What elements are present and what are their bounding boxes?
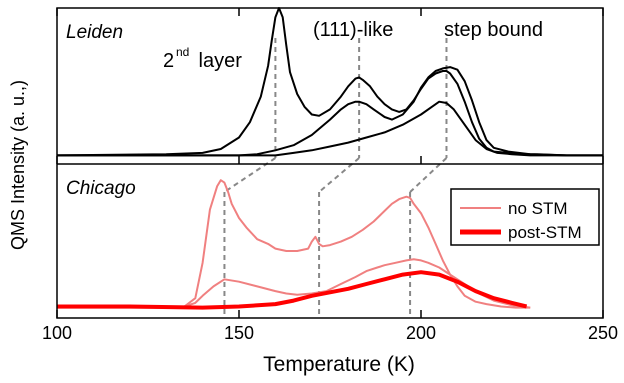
guide-connector-1	[223, 157, 276, 193]
x-tick-label-200: 200	[406, 323, 436, 343]
panel2-series-3-line	[57, 270, 528, 310]
y-axis-label: QMS Intensity (a. u.,)	[8, 80, 28, 250]
plot-frame	[56, 7, 604, 319]
peak-label-111-like: (111)-like	[313, 19, 393, 41]
legend-box	[450, 188, 600, 246]
peak-label-2nd-rest: layer	[193, 50, 242, 72]
panel2-series-1-line	[57, 179, 531, 309]
peak-label-2nd-layer: 2 nd layer	[163, 45, 242, 72]
peak-label-2nd-sup: nd	[176, 45, 189, 59]
x-tick-label-150: 150	[224, 323, 254, 343]
panel1-series-1-line	[56, 7, 603, 157]
legend-label-no-stm: no STM	[508, 199, 568, 218]
panel1-series-2-line	[57, 66, 603, 157]
x-tick-label-250: 250	[588, 323, 618, 343]
plot-layer	[56, 7, 604, 319]
panel-label-leiden: Leiden	[66, 22, 123, 43]
x-tick-label-100: 100	[42, 323, 72, 343]
panel2-series-2-line	[57, 258, 531, 309]
peak-label-step-bound: step bound	[444, 19, 543, 41]
peak-label-2nd-text: 2	[163, 50, 174, 72]
guide-connector-2	[318, 157, 360, 193]
panel1-series-3-line	[57, 100, 603, 157]
panel-label-chicago: Chicago	[66, 178, 136, 199]
guide-connector-3	[409, 157, 448, 193]
x-axis-label: Temperature (K)	[263, 353, 415, 376]
legend-label-post-stm: post-STM	[508, 223, 582, 242]
